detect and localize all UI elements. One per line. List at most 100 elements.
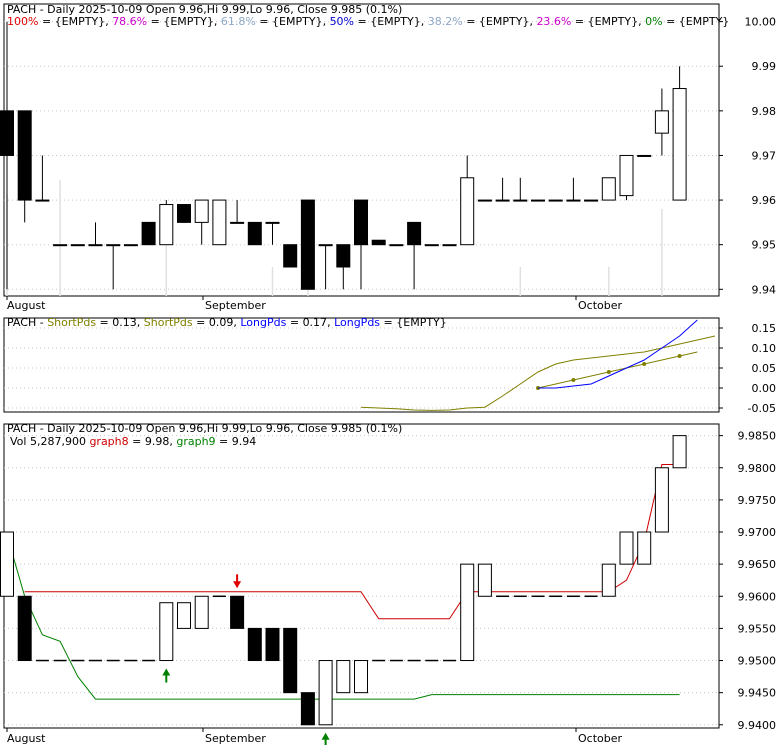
candle-body xyxy=(318,660,333,726)
candle-body xyxy=(407,221,422,246)
indicator-point xyxy=(642,362,647,366)
y-tick-label: 9.9400 xyxy=(738,719,777,732)
y-tick-label: 10.00 xyxy=(745,16,777,29)
fib-382-label: 38.2% xyxy=(428,15,463,28)
candle-body xyxy=(672,435,687,469)
candle-body xyxy=(159,204,174,246)
legend-eq: = xyxy=(129,435,145,448)
legend-eq: = xyxy=(193,316,209,329)
y-tick-label: 0.05 xyxy=(752,362,777,375)
candle-body xyxy=(460,563,475,662)
indicator-ticker: PACH xyxy=(7,316,36,329)
legend-sep: - xyxy=(36,316,47,329)
candle-body xyxy=(531,199,545,202)
fib-100-value: {EMPTY} xyxy=(55,15,106,28)
candle-body xyxy=(460,177,475,246)
candle-body xyxy=(637,531,652,565)
candle-body xyxy=(177,602,191,629)
fib-eq: = xyxy=(256,15,272,28)
y-tick-label: 9.9450 xyxy=(738,687,777,700)
indicator-point xyxy=(606,370,611,374)
candle-body xyxy=(477,199,492,202)
legend-eq: = xyxy=(286,316,302,329)
candle-body xyxy=(194,199,209,223)
sell-arrow-head xyxy=(233,581,242,589)
candle-body xyxy=(17,110,32,201)
legend-sep: , xyxy=(327,316,334,329)
fib-eq: = xyxy=(354,15,370,28)
candle-body xyxy=(265,627,280,662)
candle-body xyxy=(672,88,687,201)
x-axis-labels-top: August September October xyxy=(6,296,622,312)
y-tick-label: 9.95 xyxy=(752,239,777,252)
legend-sep: , xyxy=(169,435,176,448)
candle-body xyxy=(212,199,227,246)
longpds-2-value: {EMPTY} xyxy=(396,316,447,329)
candle-body xyxy=(654,467,669,533)
fib-50-label: 50% xyxy=(330,15,354,28)
x-label-october: October xyxy=(578,299,622,312)
y-tick-label: 9.9800 xyxy=(738,462,777,475)
candle-body xyxy=(566,199,581,202)
candle-body xyxy=(283,244,298,268)
candle-body xyxy=(336,660,351,694)
candle-body xyxy=(230,221,245,224)
legend-sep: , xyxy=(137,316,144,329)
candle-body xyxy=(424,244,439,247)
indicator-line xyxy=(538,319,698,389)
candle-body xyxy=(336,244,351,268)
volume-text: Vol 5,287,900 xyxy=(10,435,86,448)
candle-body xyxy=(513,199,528,202)
candle-body xyxy=(247,627,262,662)
x-label-september: September xyxy=(205,299,266,312)
indicator-point xyxy=(677,354,682,358)
shortpds-1-label: ShortPds xyxy=(47,316,96,329)
y-tick-label: 9.98 xyxy=(752,105,777,118)
fib-0-label: 0% xyxy=(645,15,662,28)
candle-body xyxy=(17,595,32,662)
candle-body xyxy=(442,244,457,247)
price-panel-title: PACH - Daily 2025-10-09 Open 9.96,Hi 9.9… xyxy=(7,3,402,16)
candle-body xyxy=(0,110,14,156)
y-tick-label: 9.9600 xyxy=(738,590,777,603)
y-tick-label: 9.97 xyxy=(752,149,777,162)
indicator-panel-legend: PACH - ShortPds = 0.13, ShortPds = 0.09,… xyxy=(7,316,447,329)
fib-sep: , xyxy=(323,15,330,28)
y-tick-label: 9.9550 xyxy=(738,622,777,635)
legend-eq: = xyxy=(96,316,112,329)
y-tick-label: 0.10 xyxy=(752,342,777,355)
shortpds-2-label: ShortPds xyxy=(144,316,193,329)
y-tick-label: 9.9500 xyxy=(738,655,777,668)
y-tick-label: 0.15 xyxy=(752,322,777,335)
candle-body xyxy=(123,244,138,247)
candle-body xyxy=(230,595,245,629)
y-tick-label: 9.9850 xyxy=(738,430,777,443)
buy-arrow-head xyxy=(321,732,330,740)
fib-618-label: 61.8% xyxy=(221,15,256,28)
fib-236-value: {EMPTY} xyxy=(588,15,639,28)
fib-382-value: {EMPTY} xyxy=(479,15,530,28)
y-tick-label: 9.96 xyxy=(752,194,777,207)
y-tick-label: 9.99 xyxy=(752,60,777,73)
candle-body xyxy=(601,563,616,597)
y-tick-label: -0.05 xyxy=(748,402,776,415)
x-label-september-bottom: September xyxy=(205,732,266,745)
fib-50-value: {EMPTY} xyxy=(370,15,421,28)
candle-body xyxy=(619,531,634,565)
candle-body xyxy=(194,595,209,629)
indicator-line xyxy=(360,335,716,411)
candle-body xyxy=(0,531,14,597)
candle-body xyxy=(619,154,634,197)
candle-body xyxy=(106,244,121,247)
candle-body xyxy=(177,204,191,223)
fib-sep: , xyxy=(105,15,112,28)
shortpds-2-value: 0.09 xyxy=(209,316,234,329)
longpds-2-label: LongPds xyxy=(334,316,380,329)
candle-body xyxy=(354,660,368,694)
x-label-august: August xyxy=(7,299,46,312)
signal-panel-candles xyxy=(0,435,687,726)
fib-236-label: 23.6% xyxy=(536,15,571,28)
x-label-august-bottom: August xyxy=(7,732,46,745)
candle-body xyxy=(371,239,386,246)
signal-panel-title: PACH - Daily 2025-10-09 Open 9.96,Hi 9.9… xyxy=(7,422,402,435)
